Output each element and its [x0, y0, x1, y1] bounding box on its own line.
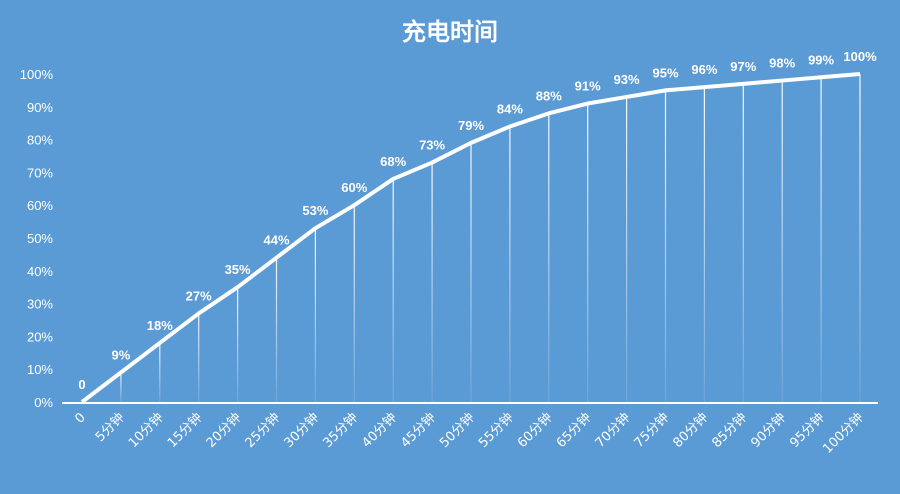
- x-tick-label: 45分钟: [398, 410, 439, 451]
- y-tick-label: 40%: [27, 264, 53, 279]
- data-label: 9%: [112, 347, 131, 362]
- y-axis-ticks: 0% 10% 20% 30% 40% 50% 60% 70% 80% 90% 100%: [20, 67, 54, 410]
- drop-line: [237, 287, 239, 402]
- data-label: 93%: [614, 72, 640, 87]
- x-tick-label: 30分钟: [281, 410, 322, 451]
- drop-line: [470, 142, 472, 402]
- drop-lines: [120, 74, 861, 403]
- drop-line: [664, 90, 667, 403]
- data-label: 60%: [341, 180, 367, 195]
- y-tick-label: 60%: [27, 198, 53, 213]
- x-axis-ticks: 0 5分钟10分钟15分钟20分钟25分钟30分钟35分钟40分钟45分钟50分钟…: [72, 410, 866, 457]
- y-tick-label: 70%: [27, 165, 53, 180]
- y-tick-label: 0%: [34, 395, 53, 410]
- x-tick-label: 100分钟: [820, 410, 867, 457]
- drop-line: [820, 77, 822, 402]
- x-tick-label: 15分钟: [164, 410, 205, 451]
- x-tick-label: 0: [72, 410, 88, 426]
- data-label: 68%: [380, 154, 406, 169]
- x-tick-label: 75分钟: [631, 410, 672, 451]
- drop-line: [859, 74, 861, 402]
- x-tick-label: 90分钟: [748, 410, 789, 451]
- x-tick-label: 35分钟: [320, 410, 361, 451]
- data-label: 98%: [769, 56, 795, 71]
- x-tick-label: 85分钟: [709, 410, 750, 451]
- y-tick-label: 90%: [27, 100, 53, 115]
- x-tick-label: 55分钟: [475, 410, 516, 451]
- y-tick-label: 30%: [27, 297, 53, 312]
- drop-line: [392, 178, 394, 402]
- drop-line: [159, 342, 161, 402]
- drop-line: [275, 257, 278, 402]
- data-label: 79%: [458, 118, 484, 133]
- data-label: 0: [78, 377, 85, 392]
- y-tick-label: 50%: [27, 231, 53, 246]
- y-tick-label: 100%: [20, 67, 54, 82]
- drop-line: [781, 80, 783, 402]
- x-tick-label: 10分钟: [125, 410, 166, 451]
- drop-line: [587, 103, 589, 403]
- drop-line: [626, 96, 628, 403]
- data-label: 53%: [302, 203, 328, 218]
- drop-line: [198, 313, 200, 402]
- y-tick-label: 80%: [27, 133, 53, 148]
- series-line: [80, 72, 861, 404]
- data-label: 99%: [808, 52, 834, 67]
- drop-line: [742, 83, 744, 402]
- data-label: 97%: [730, 59, 756, 74]
- data-label: 96%: [691, 62, 717, 77]
- x-tick-label: 80分钟: [670, 410, 711, 451]
- drop-line: [703, 87, 705, 403]
- x-tick-label: 5分钟: [92, 410, 128, 446]
- drop-line: [548, 113, 550, 403]
- drop-line: [353, 205, 355, 402]
- data-label: 88%: [536, 88, 562, 103]
- data-label: 95%: [652, 65, 678, 80]
- x-tick-label: 65分钟: [553, 410, 594, 451]
- y-tick-label: 20%: [27, 329, 53, 344]
- x-tick-label: 50分钟: [436, 410, 477, 451]
- data-label: 91%: [575, 79, 601, 94]
- chart-title: 充电时间: [402, 18, 498, 46]
- data-label: 18%: [147, 318, 173, 333]
- x-tick-label: 70分钟: [592, 410, 633, 451]
- drop-line: [509, 126, 511, 402]
- x-tick-label: 40分钟: [359, 410, 400, 451]
- drop-line: [120, 372, 122, 402]
- data-label: 73%: [419, 138, 445, 153]
- y-tick-label: 10%: [27, 362, 53, 377]
- data-label: 35%: [225, 262, 251, 277]
- x-tick-label: 60分钟: [514, 410, 555, 451]
- data-label: 100%: [843, 49, 877, 64]
- data-label: 44%: [263, 233, 289, 248]
- x-tick-label: 25分钟: [242, 410, 283, 451]
- data-label: 84%: [497, 101, 523, 116]
- data-label: 27%: [186, 288, 212, 303]
- drop-line: [314, 228, 316, 402]
- drop-line: [431, 162, 433, 402]
- data-labels: 0 9% 18% 27% 35% 44% 53% 60% 68% 73% 79% 84% 88% 91% 9…: [78, 49, 877, 392]
- x-tick-label: 20分钟: [203, 410, 244, 451]
